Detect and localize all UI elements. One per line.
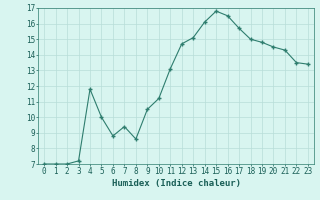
X-axis label: Humidex (Indice chaleur): Humidex (Indice chaleur) [111, 179, 241, 188]
